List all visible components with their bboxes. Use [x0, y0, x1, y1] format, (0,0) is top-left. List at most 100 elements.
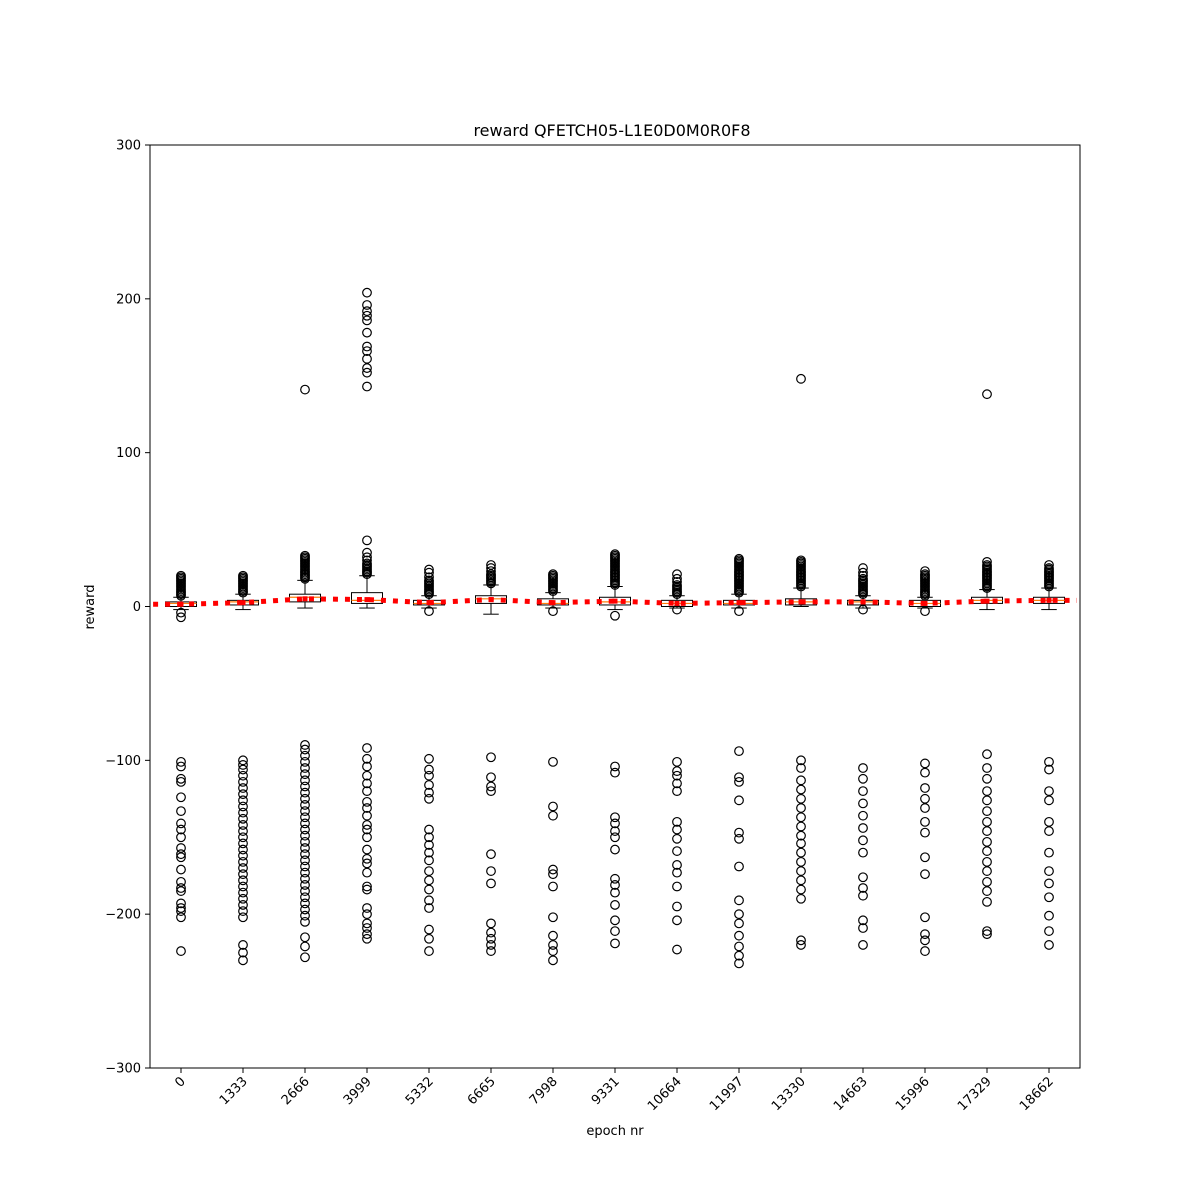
outlier-point	[300, 781, 310, 792]
outlier-point	[1044, 878, 1054, 889]
outlier-point	[610, 610, 620, 621]
outlier-point	[300, 800, 310, 810]
outlier-point	[362, 903, 372, 913]
outlier-point	[672, 580, 682, 590]
outlier-point	[300, 836, 310, 847]
outlier-point	[362, 832, 372, 843]
outlier-point	[362, 881, 372, 892]
outlier-point	[610, 900, 620, 910]
outlier-point	[982, 749, 992, 760]
outlier-point	[238, 783, 248, 793]
outlier-point	[300, 775, 310, 786]
outlier-point	[362, 555, 372, 566]
outlier-point	[424, 847, 434, 858]
outlier-point	[424, 606, 434, 617]
x-axis-label: epoch nr	[586, 1124, 644, 1139]
outlier-point	[548, 756, 558, 767]
outlier-point	[238, 955, 248, 966]
outlier-point	[300, 550, 310, 561]
chart-title: reward QFETCH05-L1E0D0M0R0F8	[473, 121, 750, 140]
outlier-point	[982, 560, 992, 570]
outlier-point	[672, 833, 682, 844]
outlier-point	[548, 940, 558, 950]
outlier-point	[734, 909, 744, 920]
outlier-point	[672, 816, 682, 827]
outlier-point	[300, 941, 310, 952]
outlier-point	[796, 866, 806, 876]
outlier-point	[176, 792, 186, 803]
outlier-point	[982, 886, 992, 896]
outlier-point	[238, 801, 248, 812]
outlier-point	[362, 810, 372, 821]
outlier-point	[238, 760, 248, 770]
x-axis: 0 1333 2666 3999 5332 6665 7998 9331 10664 11997 1…	[172, 1068, 1057, 1114]
y-tick-label: 100	[116, 446, 141, 461]
outlier-point	[176, 824, 186, 835]
outlier-point	[796, 830, 806, 841]
outlier-point	[672, 569, 682, 580]
outlier-point	[548, 864, 558, 875]
outlier-point	[238, 807, 248, 818]
y-tick-label: 300	[116, 139, 141, 154]
outlier-point	[672, 881, 682, 892]
outlier-point	[920, 912, 930, 923]
x-tick-label: 5332	[403, 1074, 437, 1108]
outlier-point	[176, 849, 186, 860]
mean-line-layer	[153, 596, 1077, 607]
outlier-point	[920, 783, 930, 793]
outlier-point	[982, 556, 992, 567]
outlier-point	[362, 353, 372, 364]
box-9331	[599, 549, 631, 949]
outlier-point	[672, 901, 682, 912]
outlier-point	[672, 867, 682, 878]
outlier-point	[610, 887, 620, 898]
outlier-point	[176, 607, 186, 618]
y-tick-label: 200	[116, 292, 141, 307]
outlier-point	[424, 564, 434, 575]
outlier-point	[1044, 926, 1054, 936]
outlier-point	[672, 786, 682, 796]
outlier-point	[858, 923, 868, 933]
outlier-point	[424, 780, 434, 790]
outlier-point	[238, 947, 248, 958]
outlier-point	[796, 821, 806, 832]
outlier-point	[1044, 940, 1054, 950]
outlier-point	[300, 843, 310, 853]
y-axis-label: reward	[83, 584, 98, 629]
outlier-point	[486, 940, 496, 950]
outlier-point	[610, 826, 620, 836]
outlier-point	[362, 547, 372, 558]
mean-marker	[736, 600, 742, 606]
outlier-point	[300, 750, 310, 761]
outlier-point	[920, 803, 930, 813]
outlier-point	[734, 827, 744, 838]
outlier-point	[734, 930, 744, 941]
outlier-point	[796, 940, 806, 950]
outlier-point	[858, 567, 868, 578]
outlier-point	[672, 756, 682, 767]
outlier-point	[300, 932, 310, 943]
outlier-point	[362, 363, 372, 373]
outlier-point	[300, 384, 310, 395]
outlier-point	[858, 940, 868, 950]
outlier-point	[858, 823, 868, 833]
x-tick-label: 13330	[769, 1074, 809, 1114]
x-tick-label: 17329	[955, 1074, 995, 1114]
outlier-point	[1044, 826, 1054, 836]
outlier-point	[982, 856, 992, 867]
outlier-point	[858, 883, 868, 893]
outlier-point	[300, 867, 310, 878]
outlier-point	[238, 863, 248, 873]
outlier-point	[238, 795, 248, 806]
outlier-point	[362, 786, 372, 796]
outlier-point	[176, 773, 186, 784]
outlier-point	[362, 778, 372, 789]
outlier-point	[1044, 563, 1054, 573]
outlier-point	[548, 955, 558, 966]
outlier-point	[362, 761, 372, 772]
outlier-point	[796, 856, 806, 867]
outlier-point	[362, 820, 372, 830]
outlier-point	[548, 801, 558, 812]
outlier-point	[858, 773, 868, 784]
outlier-point	[486, 772, 496, 783]
